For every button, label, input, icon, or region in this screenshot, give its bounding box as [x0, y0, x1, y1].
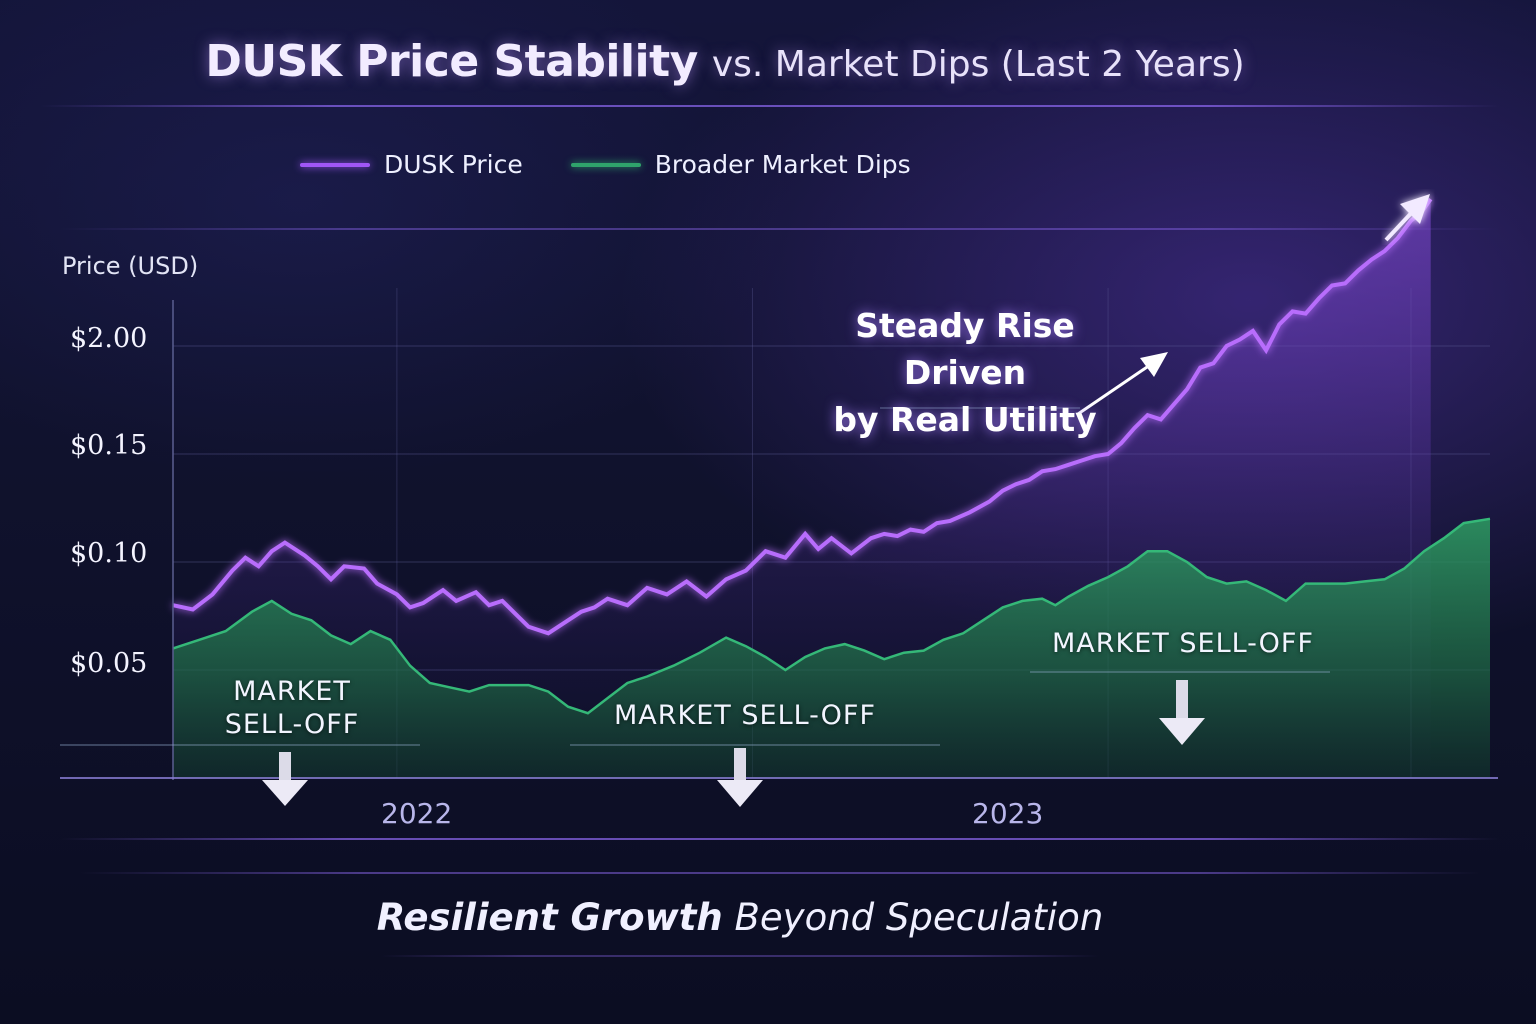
- market-dips-line: [172, 517, 1491, 715]
- y-tick-label: $0.05: [70, 648, 148, 679]
- y-tick-label: $0.10: [70, 538, 148, 569]
- sell-off-label-2: MARKET SELL-OFF: [614, 700, 876, 731]
- down-arrow-icon: [262, 752, 308, 806]
- trend-arrow-icon: [1384, 194, 1430, 242]
- down-arrow-icon: [717, 748, 763, 807]
- legend-item-dusk: DUSK Price: [300, 150, 523, 179]
- y-tick-label: $2.00: [70, 323, 148, 354]
- footer-divider: [380, 955, 1100, 957]
- chart-title-main: DUSK Price Stability: [205, 36, 698, 87]
- bottom-divider: [60, 838, 1500, 840]
- legend-label-dusk: DUSK Price: [384, 150, 523, 179]
- legend-divider: [60, 228, 1500, 230]
- bottom-divider: [80, 872, 1480, 874]
- footer-tagline: Resilient Growth Beyond Speculation: [0, 896, 1480, 939]
- legend-item-market: Broader Market Dips: [570, 150, 911, 179]
- legend-swatch-market: [570, 162, 641, 167]
- title-divider: [40, 105, 1500, 107]
- chart-title: DUSK Price Stability vs. Market Dips (La…: [0, 36, 1450, 87]
- dusk-price-line: [172, 197, 1433, 636]
- y-axis-label: Price (USD): [62, 252, 199, 280]
- legend-swatch-dusk: [300, 162, 370, 167]
- y-tick-label: $0.15: [70, 430, 148, 461]
- market-dips-area: [173, 518, 1490, 778]
- sell-off-label-1: MARKET SELL-OFF: [212, 675, 372, 741]
- down-arrow-icon: [1159, 680, 1205, 745]
- x-tick-label: 2022: [381, 797, 453, 830]
- chart-title-sub: vs. Market Dips (Last 2 Years): [711, 44, 1245, 85]
- sell-off-label-3: MARKET SELL-OFF: [1052, 628, 1314, 659]
- sell-off-line: SELL-OFF: [224, 709, 360, 740]
- legend-label-market: Broader Market Dips: [654, 150, 911, 179]
- legend: DUSK Price Broader Market Dips: [300, 150, 959, 179]
- steady-rise-annotation: Steady Rise Driven by Real Utility: [800, 302, 1130, 443]
- sell-off-line: MARKET: [233, 676, 351, 707]
- footer-tagline-strong: Resilient Growth: [376, 896, 723, 939]
- footer-tagline-rest: Beyond Speculation: [734, 896, 1104, 939]
- annotation-line: Steady Rise Driven: [855, 306, 1075, 392]
- up-arrow-icon: [1077, 352, 1168, 416]
- annotation-line: by Real Utility: [833, 400, 1097, 439]
- x-tick-label: 2023: [972, 797, 1044, 830]
